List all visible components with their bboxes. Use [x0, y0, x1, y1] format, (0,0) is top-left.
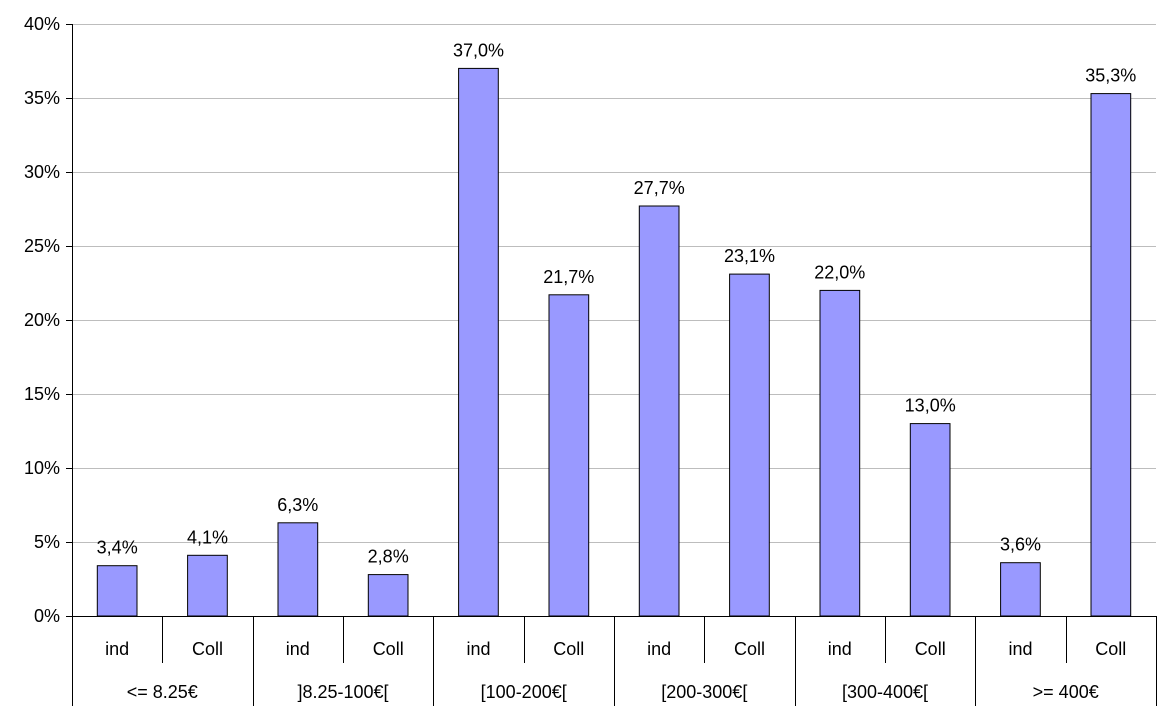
group-label: ]8.25-100€[	[297, 682, 388, 702]
y-tick-label: 20%	[24, 310, 60, 330]
data-label: 23,1%	[724, 246, 775, 266]
data-label: 2,8%	[368, 547, 409, 567]
labels: 0% 5% 10% 15% 20% 25% 30% 35% 40% 3,4% ind 4,1% Coll…	[24, 14, 1136, 702]
bar	[729, 273, 770, 617]
data-label: 3,6%	[1000, 535, 1041, 555]
bar	[96, 565, 138, 617]
group-label: [200-300€[	[661, 682, 747, 702]
data-label: 13,0%	[905, 396, 956, 416]
y-tick-label: 0%	[34, 606, 60, 626]
data-label: 35,3%	[1085, 66, 1136, 86]
bar	[458, 67, 499, 617]
group-label: [300-400€[	[842, 682, 928, 702]
category-label: ind	[105, 639, 129, 659]
y-tick-label: 15%	[24, 384, 60, 404]
y-tick-label: 5%	[34, 532, 60, 552]
axes	[66, 24, 1157, 706]
bar	[187, 554, 228, 617]
y-tick-label: 35%	[24, 88, 60, 108]
data-label: 22,0%	[814, 262, 865, 282]
category-label: Coll	[553, 639, 584, 659]
data-label: 4,1%	[187, 527, 228, 547]
y-tick-label: 40%	[24, 14, 60, 34]
bar	[277, 522, 319, 617]
data-label: 37,0%	[453, 40, 504, 60]
category-label: ind	[466, 639, 490, 659]
data-label: 21,7%	[543, 267, 594, 287]
data-label: 3,4%	[97, 538, 138, 558]
group-label: <= 8.25€	[127, 682, 198, 702]
data-label: 27,7%	[634, 178, 685, 198]
bar	[548, 294, 590, 617]
bar	[1090, 93, 1132, 617]
bar	[909, 423, 951, 617]
category-label: ind	[647, 639, 671, 659]
bar	[1000, 562, 1041, 617]
category-label: Coll	[915, 639, 946, 659]
bar	[638, 205, 680, 617]
category-label: ind	[286, 639, 310, 659]
bar	[819, 289, 861, 617]
category-label: Coll	[1095, 639, 1126, 659]
bars	[96, 67, 1132, 617]
group-label: [100-200€[	[481, 682, 567, 702]
group-label: >= 400€	[1033, 682, 1099, 702]
category-label: Coll	[734, 639, 765, 659]
gridlines	[72, 24, 1156, 543]
category-label: Coll	[373, 639, 404, 659]
category-label: ind	[1008, 639, 1032, 659]
y-tick-label: 25%	[24, 236, 60, 256]
y-tick-label: 10%	[24, 458, 60, 478]
y-tick-label: 30%	[24, 162, 60, 182]
category-label: Coll	[192, 639, 223, 659]
data-label: 6,3%	[277, 495, 318, 515]
bar	[367, 574, 409, 617]
category-label: ind	[828, 639, 852, 659]
